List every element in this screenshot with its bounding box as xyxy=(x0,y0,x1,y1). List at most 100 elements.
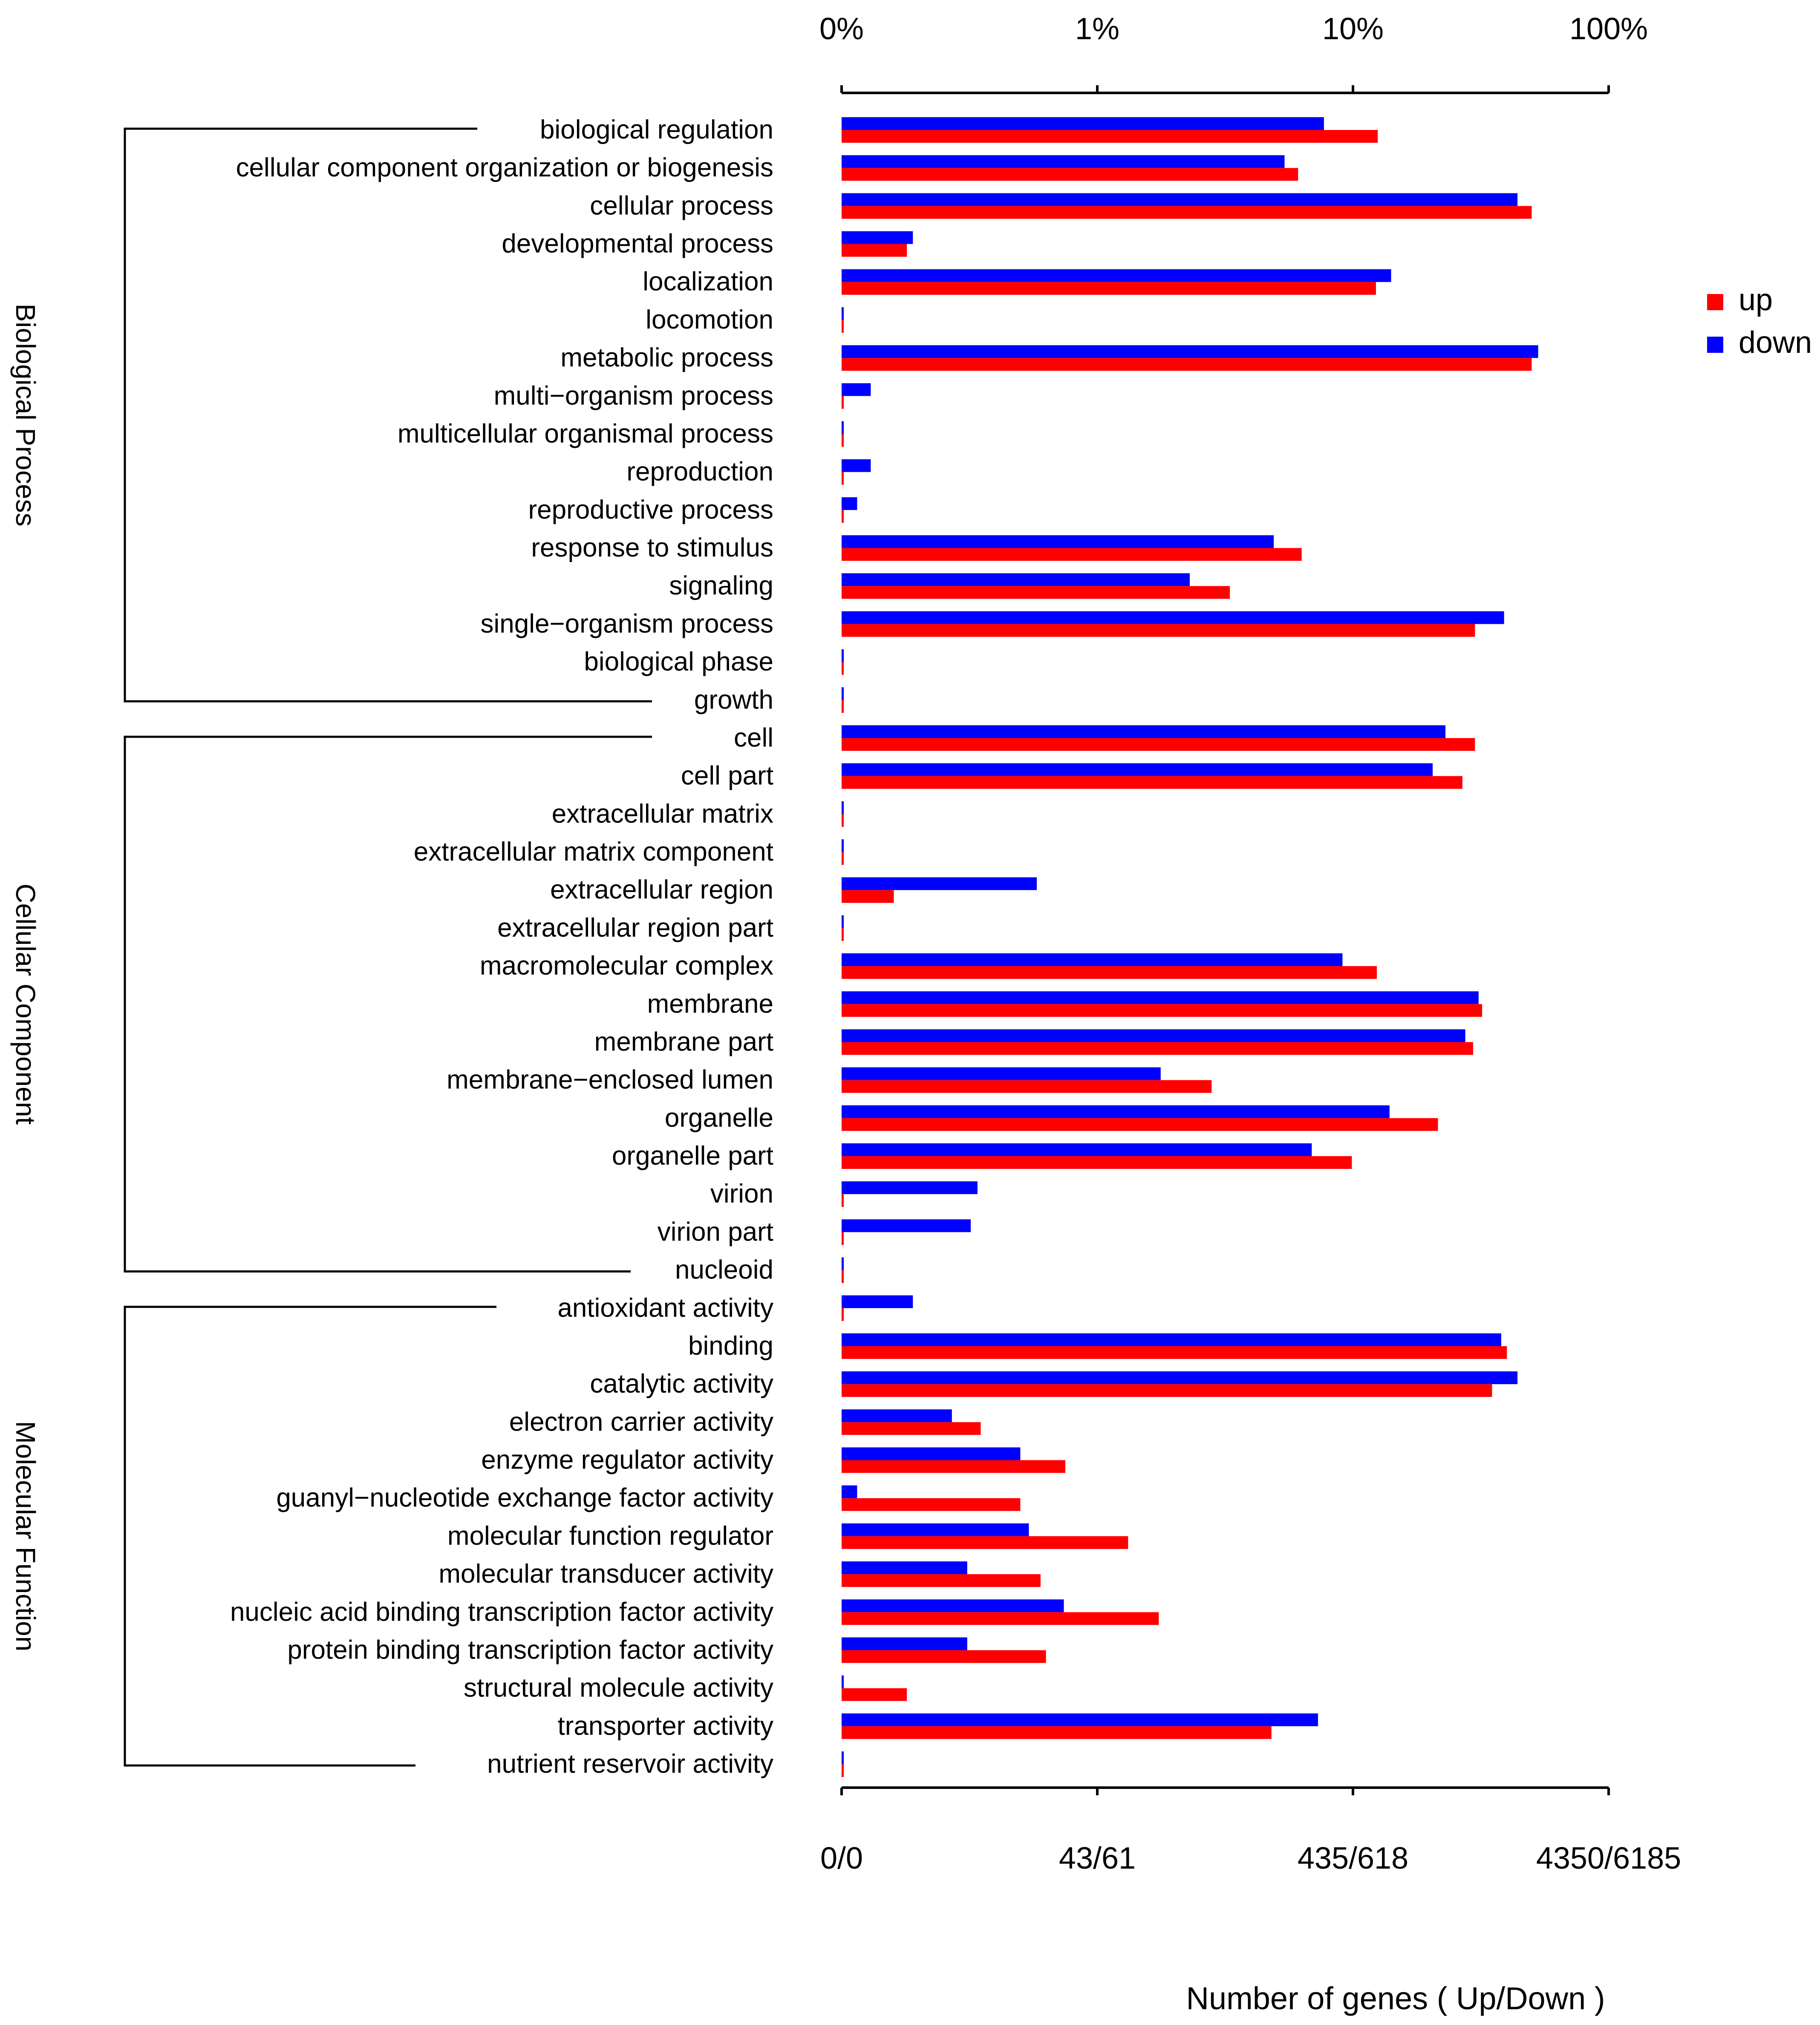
bar-up xyxy=(842,1460,1066,1473)
category-label: cellular component organization or bioge… xyxy=(236,153,773,182)
bar-down xyxy=(842,1751,844,1764)
category-label: cell part xyxy=(681,761,773,790)
bar-down xyxy=(842,155,1285,168)
bar-down xyxy=(842,953,1343,966)
bottom-tick-label: 4350/6185 xyxy=(1536,1841,1681,1875)
bar-up xyxy=(842,662,844,675)
category-labels: biological regulation cellular component … xyxy=(230,115,773,1779)
bar-up xyxy=(842,852,844,865)
category-label: developmental process xyxy=(502,229,773,259)
tick-layer: 0% 0/0 1% 43/61 10% 435/618 100% 4350/6185 xyxy=(819,12,1681,1875)
bar-down xyxy=(842,1067,1161,1080)
bar-down xyxy=(842,1333,1501,1346)
bar-up xyxy=(842,966,1377,979)
bar-down xyxy=(842,763,1433,776)
group-bracket xyxy=(124,1306,496,1767)
bar-up xyxy=(842,510,844,523)
bar-up xyxy=(842,472,844,485)
category-label: multi−organism process xyxy=(494,381,773,410)
category-label: transporter activity xyxy=(557,1711,773,1741)
category-label: localization xyxy=(643,267,773,297)
category-label: extracellular region xyxy=(550,875,773,905)
bar-up xyxy=(842,1042,1473,1055)
bar-up xyxy=(842,396,844,409)
axes xyxy=(842,92,1609,1789)
bar-up xyxy=(842,1764,844,1777)
category-label: molecular function regulator xyxy=(447,1521,773,1551)
bar-up xyxy=(842,1498,1021,1511)
bar-down xyxy=(842,1523,1029,1536)
category-label: membrane−enclosed lumen xyxy=(447,1065,773,1095)
bar-up xyxy=(842,434,844,447)
bar-down xyxy=(842,231,913,244)
bar-up xyxy=(842,814,844,827)
bar-up xyxy=(842,1232,844,1245)
top-tick-label: 1% xyxy=(1075,12,1119,46)
category-label: macromolecular complex xyxy=(480,951,773,981)
bar-up xyxy=(842,700,844,713)
category-label: metabolic process xyxy=(560,343,773,372)
category-label: structural molecule activity xyxy=(464,1673,773,1703)
bar-down xyxy=(842,1599,1064,1612)
bar-down xyxy=(842,1675,844,1688)
category-label: response to stimulus xyxy=(531,533,773,562)
category-label: organelle part xyxy=(612,1141,773,1171)
group-brackets: Biological Process Cellular Component Mole… xyxy=(10,127,652,1767)
bar-up xyxy=(842,282,1376,295)
bar-up xyxy=(842,168,1298,181)
bar-up xyxy=(842,548,1302,561)
bar-down xyxy=(842,1637,967,1650)
group-label: Cellular Component xyxy=(10,883,41,1125)
bar-down xyxy=(842,1257,844,1270)
category-label: guanyl−nucleotide exchange factor activi… xyxy=(276,1483,773,1513)
category-label: organelle xyxy=(665,1103,773,1133)
bar-down xyxy=(842,1409,952,1422)
bar-up xyxy=(842,1156,1352,1169)
category-label: nucleic acid binding transcription facto… xyxy=(230,1597,773,1627)
bar-up xyxy=(842,130,1378,143)
bar-up xyxy=(842,1422,981,1435)
category-label: single−organism process xyxy=(480,609,773,638)
category-label: virion part xyxy=(658,1217,773,1246)
category-label: biological regulation xyxy=(540,115,773,144)
category-label: extracellular region part xyxy=(497,913,773,943)
category-label: cell xyxy=(734,723,773,753)
bar-down xyxy=(842,649,844,662)
bar-down xyxy=(842,877,1037,890)
bottom-tick-label: 435/618 xyxy=(1298,1841,1408,1875)
category-label: growth xyxy=(694,685,773,715)
category-label: electron carrier activity xyxy=(509,1407,773,1437)
bar-up xyxy=(842,1346,1507,1359)
group-bracket xyxy=(124,736,652,1273)
category-label: extracellular matrix xyxy=(552,799,773,828)
bar-down xyxy=(842,611,1504,624)
category-label: nucleoid xyxy=(675,1255,773,1285)
bar-down xyxy=(842,1295,913,1308)
bar-down xyxy=(842,1181,978,1194)
category-label: antioxidant activity xyxy=(557,1293,773,1323)
bar-layer xyxy=(842,117,1538,1777)
bar-up xyxy=(842,1650,1046,1663)
category-label: enzyme regulator activity xyxy=(481,1445,773,1475)
category-label: protein binding transcription factor act… xyxy=(287,1635,773,1664)
bar-down xyxy=(842,839,844,852)
top-tick-label: 10% xyxy=(1322,12,1384,46)
category-label: extracellular matrix component xyxy=(414,837,773,867)
bottom-tick-label: 0/0 xyxy=(820,1841,863,1875)
bar-down xyxy=(842,535,1274,548)
category-label: locomotion xyxy=(646,305,773,335)
group-label: Biological Process xyxy=(10,303,41,526)
category-label: nutrient reservoir activity xyxy=(487,1749,773,1779)
bar-up xyxy=(842,1270,844,1283)
bar-down xyxy=(842,991,1479,1004)
bar-up xyxy=(842,1612,1159,1625)
category-label: reproduction xyxy=(626,457,773,487)
bar-up xyxy=(842,1308,844,1321)
bar-up xyxy=(842,624,1475,637)
bar-up xyxy=(842,244,907,257)
bar-up xyxy=(842,1536,1128,1549)
category-label: binding xyxy=(688,1331,773,1361)
legend-swatch-down xyxy=(1707,337,1723,353)
bar-down xyxy=(842,1029,1465,1042)
